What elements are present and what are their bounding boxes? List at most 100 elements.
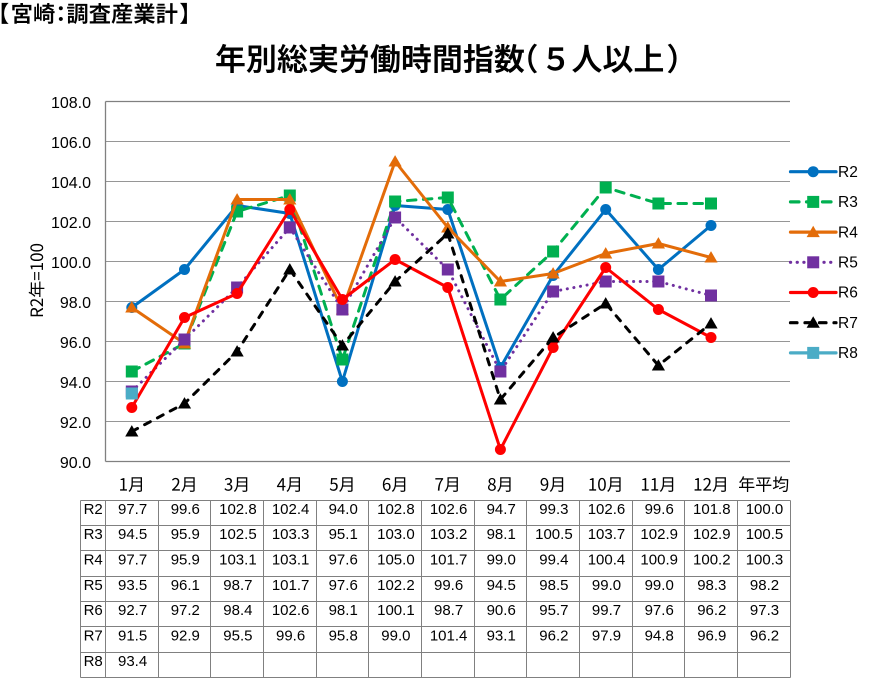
svg-text:102.9: 102.9: [693, 526, 731, 543]
svg-text:92.9: 92.9: [171, 628, 200, 645]
svg-text:94.5: 94.5: [118, 526, 147, 543]
svg-text:102.6: 102.6: [588, 501, 626, 518]
svg-text:96.1: 96.1: [171, 577, 200, 594]
svg-text:97.3: 97.3: [750, 602, 779, 619]
svg-text:102.0: 102.0: [51, 215, 91, 232]
svg-text:93.1: 93.1: [487, 628, 516, 645]
svg-text:101.8: 101.8: [693, 501, 731, 518]
svg-text:100.3: 100.3: [746, 552, 784, 569]
svg-text:100.1: 100.1: [377, 602, 415, 619]
svg-text:90.6: 90.6: [487, 602, 516, 619]
svg-text:103.1: 103.1: [219, 552, 257, 569]
svg-text:R4: R4: [838, 224, 858, 241]
svg-text:94.7: 94.7: [487, 501, 516, 518]
svg-text:96.2: 96.2: [750, 628, 779, 645]
svg-text:103.1: 103.1: [272, 552, 310, 569]
svg-text:97.6: 97.6: [329, 577, 358, 594]
svg-text:92.0: 92.0: [60, 415, 91, 432]
svg-text:103.7: 103.7: [588, 526, 626, 543]
svg-text:102.6: 102.6: [430, 501, 468, 518]
svg-text:99.6: 99.6: [434, 577, 463, 594]
svg-text:91.5: 91.5: [118, 628, 147, 645]
svg-text:100.5: 100.5: [746, 526, 784, 543]
svg-text:102.6: 102.6: [272, 602, 310, 619]
svg-text:95.8: 95.8: [329, 628, 358, 645]
svg-text:99.4: 99.4: [539, 552, 568, 569]
svg-text:93.4: 93.4: [118, 653, 147, 670]
svg-text:95.1: 95.1: [329, 526, 358, 543]
svg-text:R7: R7: [838, 315, 858, 332]
svg-text:99.6: 99.6: [645, 501, 674, 518]
svg-text:R2: R2: [838, 164, 858, 181]
svg-text:106.0: 106.0: [51, 135, 91, 152]
svg-text:100.2: 100.2: [693, 552, 731, 569]
svg-text:R6: R6: [84, 602, 103, 619]
svg-text:102.9: 102.9: [640, 526, 678, 543]
svg-text:99.0: 99.0: [381, 628, 410, 645]
svg-text:104.0: 104.0: [51, 175, 91, 192]
svg-text:R8: R8: [838, 345, 858, 362]
svg-text:95.9: 95.9: [171, 552, 200, 569]
svg-text:100.4: 100.4: [588, 552, 626, 569]
svg-text:R5: R5: [838, 255, 858, 272]
svg-text:95.7: 95.7: [539, 602, 568, 619]
svg-text:97.2: 97.2: [171, 602, 200, 619]
svg-text:98.0: 98.0: [60, 295, 91, 312]
svg-text:R3: R3: [84, 526, 103, 543]
svg-text:94.0: 94.0: [60, 375, 91, 392]
svg-text:99.7: 99.7: [592, 602, 621, 619]
svg-text:100.0: 100.0: [51, 255, 91, 272]
svg-text:R4: R4: [84, 552, 103, 569]
svg-text:102.5: 102.5: [219, 526, 257, 543]
svg-text:108.0: 108.0: [51, 95, 91, 112]
svg-text:96.2: 96.2: [697, 602, 726, 619]
svg-text:95.9: 95.9: [171, 526, 200, 543]
svg-text:98.2: 98.2: [750, 577, 779, 594]
svg-text:102.8: 102.8: [377, 501, 415, 518]
svg-text:97.6: 97.6: [329, 552, 358, 569]
svg-text:99.6: 99.6: [276, 628, 305, 645]
svg-text:99.0: 99.0: [487, 552, 516, 569]
svg-text:100.9: 100.9: [640, 552, 678, 569]
svg-text:101.7: 101.7: [430, 552, 468, 569]
svg-text:102.2: 102.2: [377, 577, 415, 594]
svg-text:96.9: 96.9: [697, 628, 726, 645]
svg-text:102.4: 102.4: [272, 501, 310, 518]
svg-text:98.7: 98.7: [223, 577, 252, 594]
svg-text:95.5: 95.5: [223, 628, 252, 645]
svg-text:100.5: 100.5: [535, 526, 573, 543]
svg-text:103.3: 103.3: [272, 526, 310, 543]
svg-text:90.0: 90.0: [60, 455, 91, 472]
svg-text:97.6: 97.6: [645, 602, 674, 619]
svg-text:R3: R3: [838, 194, 858, 211]
svg-text:99.0: 99.0: [592, 577, 621, 594]
svg-text:105.0: 105.0: [377, 552, 415, 569]
svg-text:96.0: 96.0: [60, 335, 91, 352]
svg-text:101.7: 101.7: [272, 577, 310, 594]
svg-text:98.5: 98.5: [539, 577, 568, 594]
svg-text:100.0: 100.0: [746, 501, 784, 518]
svg-text:R2: R2: [84, 501, 103, 518]
svg-text:99.3: 99.3: [539, 501, 568, 518]
svg-text:103.2: 103.2: [430, 526, 468, 543]
svg-text:98.7: 98.7: [434, 602, 463, 619]
svg-text:92.7: 92.7: [118, 602, 147, 619]
svg-text:94.8: 94.8: [645, 628, 674, 645]
svg-text:R6: R6: [838, 285, 858, 302]
svg-text:R5: R5: [84, 577, 103, 594]
svg-text:101.4: 101.4: [430, 628, 468, 645]
svg-text:98.3: 98.3: [697, 577, 726, 594]
svg-text:98.1: 98.1: [487, 526, 516, 543]
svg-text:97.7: 97.7: [118, 552, 147, 569]
svg-text:99.0: 99.0: [645, 577, 674, 594]
svg-text:98.4: 98.4: [223, 602, 252, 619]
svg-text:94.5: 94.5: [487, 577, 516, 594]
svg-text:94.0: 94.0: [329, 501, 358, 518]
svg-text:R8: R8: [84, 653, 103, 670]
svg-text:93.5: 93.5: [118, 577, 147, 594]
svg-text:98.1: 98.1: [329, 602, 358, 619]
svg-text:96.2: 96.2: [539, 628, 568, 645]
svg-text:97.7: 97.7: [118, 501, 147, 518]
svg-text:97.9: 97.9: [592, 628, 621, 645]
svg-text:R7: R7: [84, 628, 103, 645]
